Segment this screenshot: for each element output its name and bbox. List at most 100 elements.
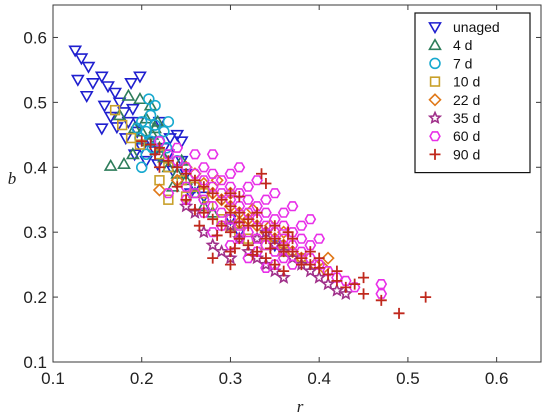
point-7-28	[420, 291, 432, 303]
point-3-3	[134, 139, 146, 150]
point-7-53	[193, 220, 205, 232]
point-6-51	[171, 142, 184, 153]
legend: unaged 4 d 7 d 10 d 22 d 35 d 60 d 90 d	[414, 12, 531, 174]
legend-marker-3	[429, 76, 441, 87]
x-tick-label-0: 0.1	[41, 369, 65, 388]
point-6-44	[251, 201, 263, 212]
point-6-46	[268, 214, 281, 225]
point-0-26	[150, 159, 165, 172]
point-2-1	[135, 116, 148, 128]
point-1-11	[133, 92, 147, 105]
point-1-1	[117, 156, 131, 169]
point-7-69	[171, 181, 183, 193]
point-7-63	[282, 226, 294, 238]
point-6-20	[331, 272, 343, 283]
point-6-36	[277, 253, 290, 264]
point-7-32	[224, 187, 236, 199]
point-7-4	[162, 155, 174, 167]
point-7-42	[278, 265, 290, 277]
point-6-32	[242, 227, 255, 238]
point-6-66	[206, 227, 219, 238]
point-6-52	[189, 149, 201, 160]
point-7-58	[304, 246, 316, 258]
y-tick-label-1: 0.2	[23, 288, 47, 307]
point-1-12	[121, 88, 136, 101]
x-axis-label: r	[297, 397, 304, 416]
point-7-61	[247, 249, 259, 261]
legend-label-4: 22 d	[453, 92, 480, 108]
point-6-73	[268, 188, 281, 199]
point-7-50	[224, 259, 236, 271]
point-7-66	[349, 278, 361, 290]
point-6-31	[233, 220, 246, 231]
point-6-55	[260, 194, 272, 205]
point-7-56	[269, 220, 281, 232]
point-5-2	[214, 244, 229, 258]
point-0-3	[70, 74, 85, 87]
point-7-10	[216, 194, 228, 206]
point-7-54	[233, 216, 245, 228]
point-7-22	[322, 268, 334, 280]
point-7-8	[198, 181, 210, 193]
point-5-13	[312, 270, 327, 284]
point-6-19	[322, 265, 334, 277]
data-points	[68, 45, 432, 319]
point-6-43	[242, 194, 255, 205]
point-0-22	[143, 136, 158, 149]
point-7-40	[260, 252, 272, 264]
point-0-17	[118, 133, 133, 146]
plot-frame	[52, 4, 542, 363]
point-0-5	[79, 90, 94, 103]
point-6-57	[295, 220, 308, 231]
point-7-21	[313, 262, 325, 274]
point-7-27	[393, 307, 405, 319]
point-7-37	[233, 233, 245, 245]
point-6-24	[375, 288, 388, 299]
point-3-0	[109, 104, 121, 116]
point-6-1	[162, 149, 175, 160]
point-2-4	[149, 119, 161, 131]
point-6-26	[189, 188, 201, 199]
point-6-67	[224, 240, 237, 251]
point-7-25	[358, 288, 370, 300]
y-tick-label-2: 0.3	[23, 223, 47, 242]
point-6-70	[206, 149, 219, 160]
legend-label-3: 10 d	[453, 74, 480, 90]
point-3-16	[163, 194, 174, 205]
legend-label-1: 4 d	[453, 37, 472, 53]
point-7-1	[145, 139, 157, 151]
point-6-33	[251, 233, 263, 244]
point-0-13	[94, 123, 109, 136]
point-7-57	[287, 233, 299, 245]
point-0-35	[163, 133, 177, 146]
point-0-7	[101, 81, 115, 94]
point-2-6	[158, 125, 170, 138]
point-0-11	[112, 97, 127, 110]
point-0-8	[108, 87, 122, 100]
y-tick-label-3: 0.4	[23, 158, 47, 177]
point-7-41	[269, 259, 281, 271]
point-0-16	[125, 103, 140, 116]
point-5-16	[338, 286, 353, 300]
legend-label-2: 7 d	[453, 55, 472, 71]
point-2-2	[140, 125, 152, 138]
legend-marker-7	[429, 148, 441, 160]
x-tick-label-4: 0.5	[396, 369, 420, 388]
point-7-3	[153, 142, 165, 154]
point-7-35	[216, 220, 228, 232]
point-7-36	[224, 226, 236, 238]
point-4-18	[321, 251, 335, 265]
point-4-3	[152, 183, 167, 197]
point-6-27	[197, 194, 210, 205]
point-6-23	[375, 278, 388, 290]
x-tick-label-1: 0.2	[130, 369, 154, 388]
x-tick-label-5: 0.6	[485, 369, 509, 388]
point-2-15	[149, 99, 161, 112]
point-5-21	[178, 198, 194, 213]
point-7-43	[224, 207, 236, 219]
point-6-71	[233, 162, 246, 173]
legend-label-5: 35 d	[453, 110, 480, 126]
point-6-54	[242, 181, 255, 192]
point-5-7	[258, 257, 274, 271]
